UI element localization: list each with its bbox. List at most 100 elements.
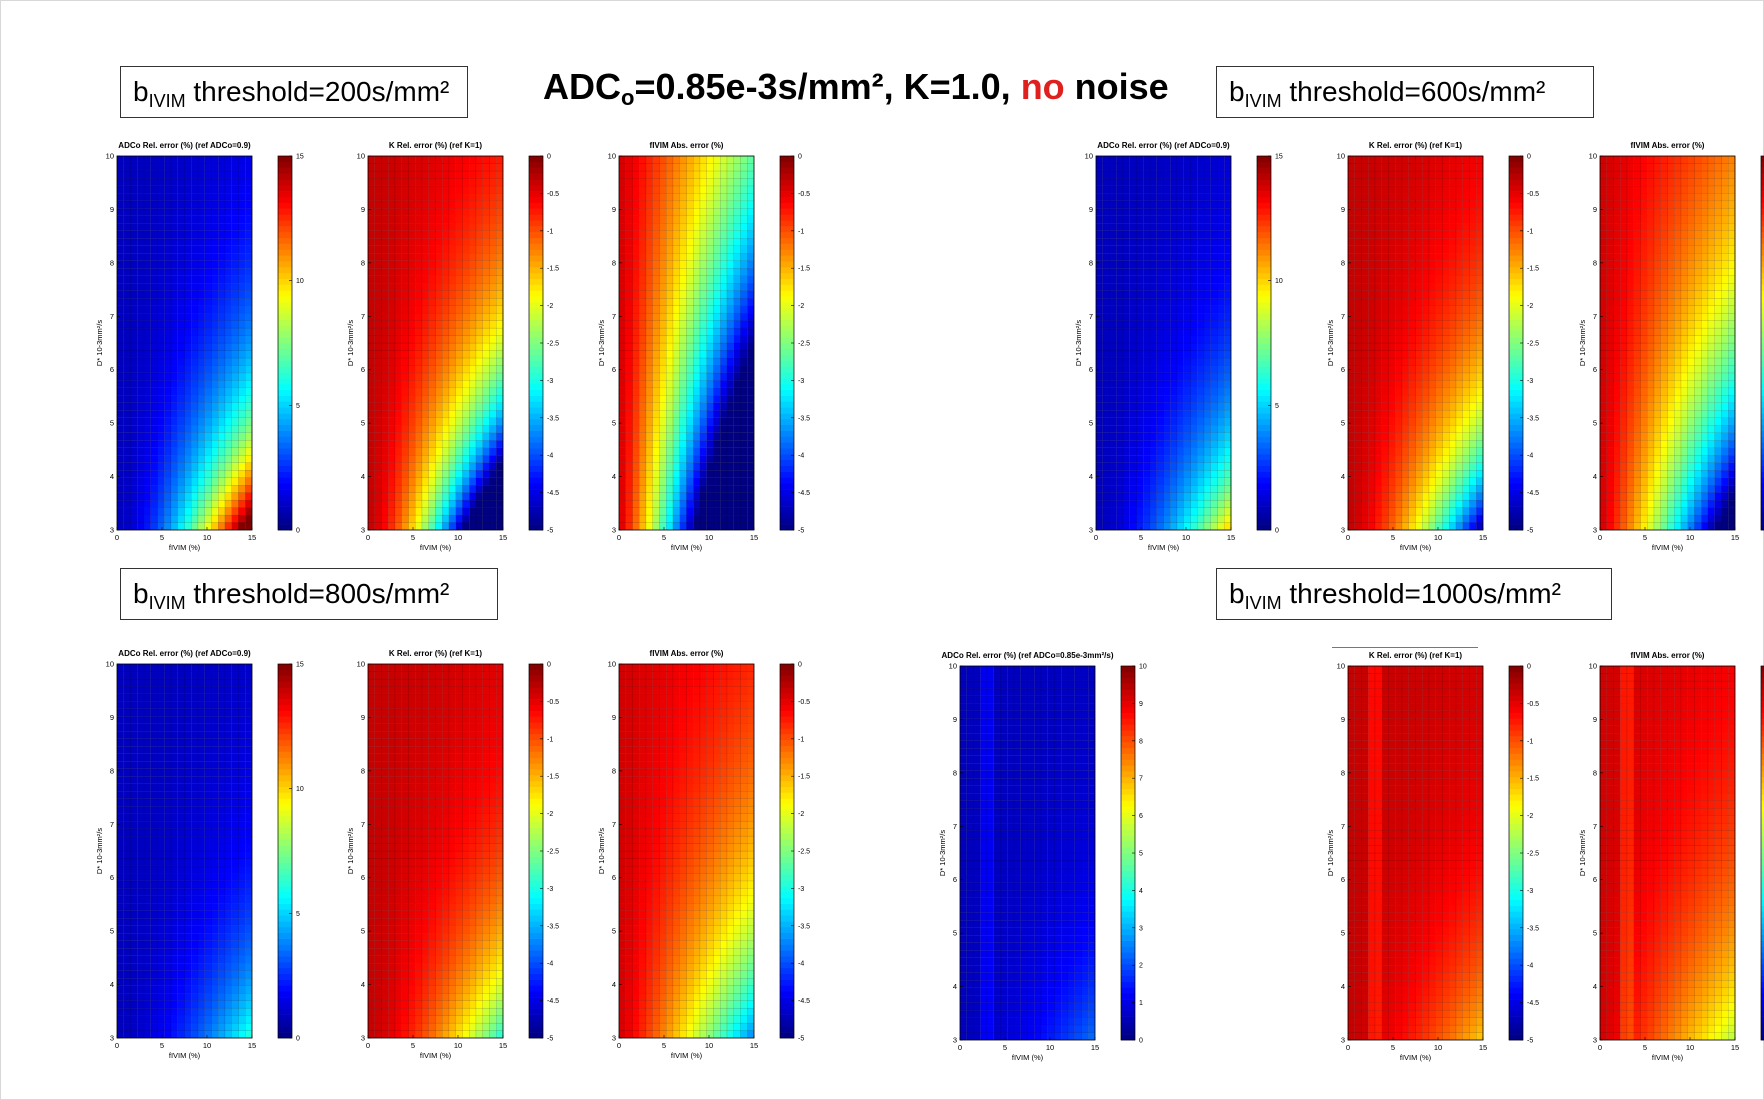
heatmap-cell (401, 470, 409, 478)
x-tick-label: 0 (617, 533, 621, 542)
heatmap-cell (1116, 335, 1124, 344)
colorbar-band (529, 249, 543, 256)
heatmap-cell (699, 417, 707, 426)
heatmap-cell (415, 185, 423, 194)
heatmap-cell (1109, 432, 1117, 441)
heatmap-cell (482, 402, 490, 411)
heatmap-cell (224, 223, 232, 231)
heatmap-cell (231, 477, 239, 486)
heatmap-cell (231, 312, 239, 321)
heatmap-cell (1122, 253, 1130, 261)
colorbar-band (1257, 272, 1271, 280)
heatmap-cell (475, 245, 483, 254)
heatmap-cell (1374, 253, 1382, 261)
heatmap-cell (693, 484, 701, 493)
heatmap-cell (1190, 357, 1198, 366)
heatmap-cell (1176, 357, 1184, 366)
heatmap-cell (1122, 410, 1130, 418)
heatmap-cell (632, 312, 640, 321)
heatmap-cell (1116, 514, 1124, 523)
heatmap-cell (1136, 178, 1144, 187)
heatmap-cell (1129, 350, 1137, 359)
heatmap-cell (204, 260, 212, 269)
heatmap-cell (1170, 215, 1178, 224)
heatmap-cell (435, 477, 443, 486)
heatmap-cell (428, 477, 436, 486)
heatmap-cell (191, 484, 199, 493)
colorbar-band (529, 307, 543, 315)
heatmap-cell (1381, 470, 1389, 478)
heatmap-cell (435, 365, 443, 374)
heatmap-cell (442, 447, 450, 456)
heatmap-cell (1095, 178, 1103, 187)
heatmap-cell (442, 178, 450, 187)
x-tick-label: 5 (411, 533, 415, 542)
heatmap-cell (706, 440, 714, 448)
heatmap-cell (1415, 357, 1423, 366)
heatmap-cell (1408, 380, 1416, 389)
heatmap-cell (672, 410, 680, 418)
heatmap-cell (394, 387, 402, 396)
colorbar-band (278, 471, 292, 478)
heatmap-cell (231, 268, 239, 276)
heatmap-cell (639, 312, 647, 321)
colorbar-band (278, 506, 292, 513)
heatmap-cell (679, 410, 687, 418)
heatmap-cells (1095, 155, 1232, 531)
colorbar-tick-label: -2 (547, 303, 553, 310)
heatmap-cell (1381, 507, 1389, 516)
heatmap-cell (170, 312, 178, 321)
heatmap-cell (1408, 193, 1416, 202)
heatmap-cell (1388, 230, 1396, 239)
heatmap-cell (1197, 410, 1205, 418)
heatmap-cell (191, 372, 199, 381)
heatmap-cell (1224, 410, 1232, 418)
heatmap-cell (496, 357, 504, 366)
heatmap-cell (1183, 402, 1191, 411)
heatmap-cell (381, 380, 389, 389)
heatmap-cell (394, 290, 402, 299)
heatmap-cell (224, 155, 232, 164)
heatmap-cell (639, 440, 647, 448)
colorbar-band (529, 173, 543, 180)
heatmap-cell (1368, 230, 1376, 239)
heatmap-cell (1095, 507, 1103, 516)
heatmap-cell (1190, 402, 1198, 411)
colorbar-band (529, 413, 543, 420)
heatmap-cell (1203, 178, 1211, 187)
heatmap-cell (381, 283, 389, 291)
heatmap-cell (1210, 387, 1218, 396)
heatmap-cell (408, 170, 416, 179)
heatmap-cell (184, 470, 192, 478)
heatmap-cell (469, 163, 477, 172)
heatmap-cell (1388, 372, 1396, 381)
heatmap-cell (130, 462, 138, 471)
colorbar-band (780, 331, 794, 338)
heatmap-cell (1203, 462, 1211, 471)
heatmap-cell (394, 200, 402, 209)
heatmap-cell (1361, 387, 1369, 396)
heatmap-cell (442, 283, 450, 291)
heatmap-cell (367, 320, 375, 329)
heatmap-cell (740, 275, 748, 284)
heatmap-cell (415, 297, 423, 306)
heatmap-cell (137, 305, 145, 314)
heatmap-cell (157, 395, 165, 403)
heatmap-cell (116, 305, 124, 314)
heatmap-cell (164, 215, 172, 224)
colorbar-band (780, 290, 794, 297)
heatmap-cell (408, 402, 416, 411)
heatmap-cell (435, 335, 443, 344)
colorbar-band (1257, 156, 1271, 163)
heatmap-cell (720, 223, 728, 231)
heatmap-cell (1415, 260, 1423, 269)
heatmap-cell (1415, 290, 1423, 299)
heatmap-cell (388, 522, 396, 531)
heatmap-cell (191, 283, 199, 291)
heatmap-cell (666, 499, 674, 508)
heatmap-cell (706, 387, 714, 396)
heatmap-cell (686, 484, 694, 493)
heatmap-cell (1388, 283, 1396, 291)
heatmap-cell (164, 305, 172, 314)
heatmap-cell (137, 365, 145, 374)
